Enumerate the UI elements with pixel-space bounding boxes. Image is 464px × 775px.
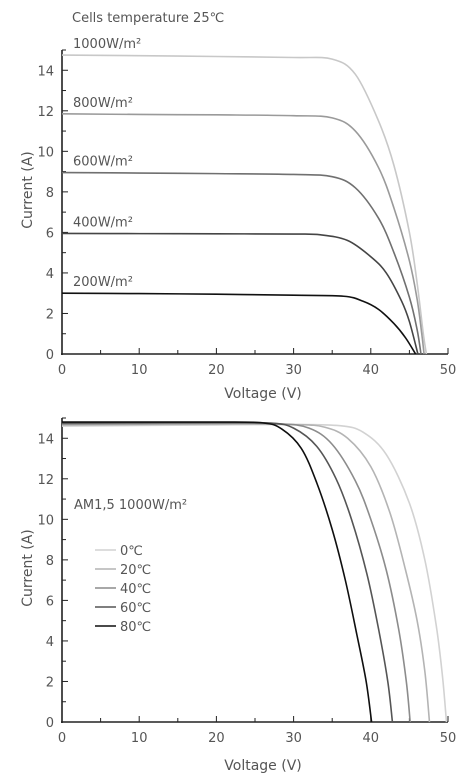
series-line-1-2: [61, 113, 425, 355]
x-tick-label: 40: [363, 363, 380, 378]
series-label: 1000W/m²: [73, 37, 141, 52]
chart1-plot-area: 0 10 20 30 40 50 0 2 4 6 8 10 12 14 1000W/m² 800W/m² 600…: [37, 37, 456, 378]
series-label: 800W/m²: [73, 96, 133, 111]
legend-label: 40℃: [120, 582, 151, 597]
chart1-ylabel: Current (A): [20, 151, 36, 229]
chart1-subtitle: Cells temperature 25℃: [72, 11, 224, 26]
x-tick-label: 20: [208, 731, 225, 746]
chart2-ylabel: Current (A): [20, 529, 36, 607]
series-line-1-4: [61, 232, 419, 355]
x-tick-label: 30: [285, 731, 302, 746]
y-tick-label: 6: [46, 594, 54, 609]
legend-label: 20℃: [120, 563, 151, 578]
y-tick-label: 14: [37, 64, 54, 79]
series-label: 600W/m²: [73, 155, 133, 170]
y-tick-label: 12: [37, 473, 54, 488]
x-tick-label: 30: [285, 363, 302, 378]
y-tick-label: 4: [46, 267, 54, 282]
x-tick-label: 0: [58, 731, 66, 746]
y-tick-label: 8: [46, 186, 54, 201]
y-tick-label: 2: [46, 307, 54, 322]
series-line-2-2: [61, 423, 431, 723]
y-tick-label: 0: [46, 716, 54, 731]
x-tick-label: 20: [208, 363, 225, 378]
x-tick-label: 0: [58, 363, 66, 378]
x-tick-label: 50: [440, 731, 457, 746]
legend-label: 0℃: [120, 544, 143, 559]
series-line-2-1: [61, 423, 448, 723]
chart2-plot-area: 0 10 20 30 40 50 0 2 4 6 8 10 12 14 0℃ 20℃ 40℃ 60℃ 80℃: [37, 417, 457, 746]
y-tick-label: 0: [46, 348, 54, 363]
legend-label: 80℃: [120, 620, 151, 635]
legend-label: 60℃: [120, 601, 151, 616]
series-line-1-3: [61, 171, 422, 355]
y-tick-label: 10: [37, 145, 54, 160]
series-line-1-1: [61, 54, 428, 355]
series-line-1-5: [61, 292, 417, 355]
x-tick-label: 10: [131, 731, 148, 746]
y-tick-label: 14: [37, 432, 54, 447]
y-tick-label: 12: [37, 105, 54, 120]
series-line-2-3: [61, 422, 411, 723]
y-tick-label: 2: [46, 675, 54, 690]
series-label: 400W/m²: [73, 215, 133, 230]
chart1-xlabel: Voltage (V): [224, 386, 301, 402]
x-tick-label: 10: [131, 363, 148, 378]
series-label: 200W/m²: [73, 275, 133, 290]
y-tick-label: 6: [46, 226, 54, 241]
y-tick-label: 4: [46, 635, 54, 650]
x-tick-label: 50: [440, 363, 457, 378]
chart2-subtitle: AM1,5 1000W/m²: [74, 498, 187, 513]
series-line-2-5: [62, 421, 373, 723]
y-tick-label: 8: [46, 554, 54, 569]
x-tick-label: 40: [363, 731, 380, 746]
chart2-xlabel: Voltage (V): [224, 758, 301, 774]
y-tick-label: 10: [37, 513, 54, 528]
